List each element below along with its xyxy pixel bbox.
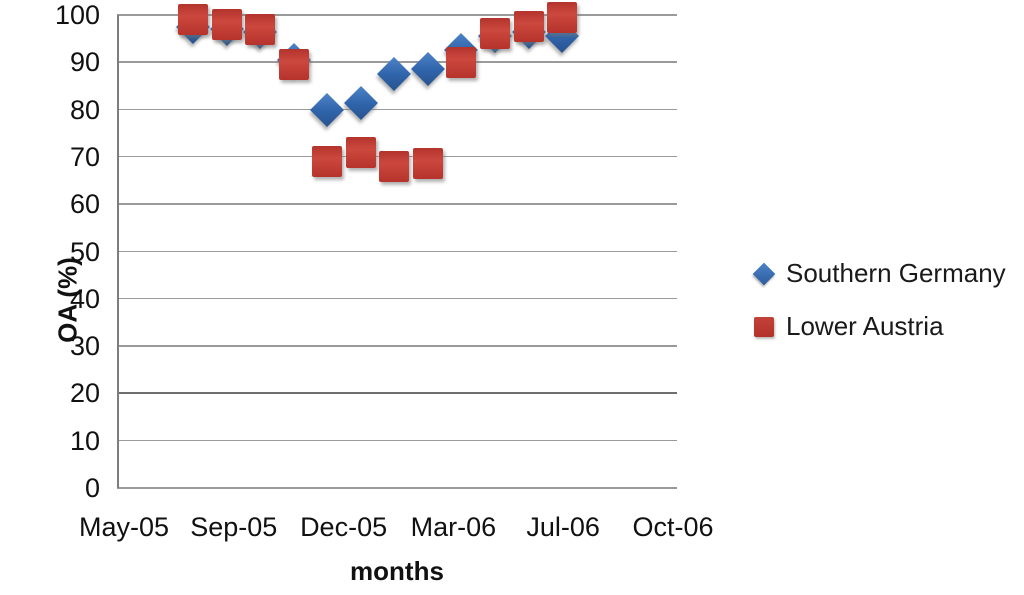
legend-item-lower-austria: Lower Austria	[752, 311, 1006, 342]
x-tick-label-oct-06: Oct-06	[632, 512, 714, 542]
data-point-lower-austria-mar-06	[446, 46, 477, 78]
data-point-lower-austria-may-06	[513, 11, 544, 43]
data-point-southern-germany-nov-05	[310, 92, 345, 127]
gridline-y-60	[117, 203, 677, 205]
gridline-y-100	[117, 14, 677, 16]
legend-label-lower-austria: Lower Austria	[786, 311, 944, 341]
data-point-lower-austria-aug-05	[211, 8, 242, 40]
data-point-lower-austria-nov-05	[312, 146, 343, 178]
y-tick-label-0: 0	[84, 473, 100, 503]
x-tick-label-jul-06: Jul-06	[526, 512, 600, 542]
data-point-lower-austria-apr-06	[479, 18, 510, 50]
gridline-y-0	[117, 487, 677, 489]
y-tick-label-10: 10	[69, 425, 100, 456]
red-square-marker-icon	[752, 315, 776, 339]
y-tick-label-40: 40	[69, 283, 100, 314]
data-point-southern-germany-dec-05	[343, 85, 378, 120]
data-point-lower-austria-sep-05	[245, 13, 276, 45]
data-point-lower-austria-jan-06	[379, 150, 410, 182]
gridline-y-50	[117, 250, 677, 252]
data-point-lower-austria-jun-06	[547, 1, 578, 33]
y-tick-label-90: 90	[69, 47, 100, 78]
x-tick-label-may-05: May-05	[78, 512, 170, 542]
legend-label-southern-germany: Southern Germany	[786, 258, 1006, 288]
gridline-y-40	[117, 297, 677, 300]
x-tick-label-sep-05: Sep-05	[190, 512, 278, 542]
y-tick-label-60: 60	[69, 189, 100, 220]
y-axis-line	[117, 15, 119, 488]
y-tick-label-50: 50	[69, 236, 100, 267]
data-point-lower-austria-oct-05	[278, 49, 309, 81]
data-point-southern-germany-feb-06	[410, 52, 445, 87]
y-tick-label-70: 70	[69, 141, 100, 172]
gridline-y-30	[117, 345, 677, 347]
legend-item-southern-germany: Southern Germany	[752, 258, 1006, 289]
data-point-lower-austria-feb-06	[412, 148, 443, 180]
x-tick-label-mar-06: Mar-06	[410, 512, 497, 542]
x-axis-title: months	[350, 556, 444, 586]
blue-diamond-marker-icon	[752, 262, 776, 286]
x-tick-label-dec-05: Dec-05	[300, 512, 388, 542]
y-tick-label-80: 80	[69, 94, 100, 125]
legend: Southern Germany Lower Austria	[752, 258, 1006, 342]
data-point-lower-austria-jul-05	[178, 4, 208, 36]
y-tick-label-100: 100	[54, 0, 100, 30]
data-point-lower-austria-dec-05	[345, 136, 376, 168]
gridline-y-10	[117, 439, 677, 442]
gridline-y-80	[117, 108, 677, 111]
y-tick-label-30: 30	[69, 331, 100, 362]
gridline-y-20	[117, 392, 677, 395]
y-tick-label-20: 20	[69, 378, 100, 409]
